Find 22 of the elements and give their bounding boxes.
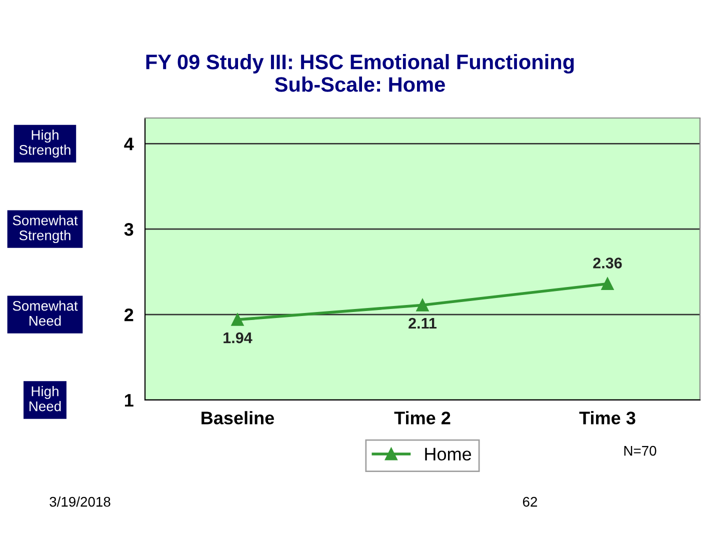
y-tick-label: 3 <box>124 223 134 236</box>
x-tick-label: Time 2 <box>394 411 450 424</box>
y-tick-label: 4 <box>124 138 134 150</box>
text: 62 <box>522 496 538 507</box>
data-label: 2.36 <box>593 258 622 268</box>
text: 3/19/2018 <box>50 496 110 507</box>
data-label: 1.94 <box>224 332 252 344</box>
x-tick-label: Baseline <box>202 411 274 424</box>
text: High Need <box>30 386 61 412</box>
text: High Strength <box>19 130 70 158</box>
data-label: 2.11 <box>408 318 437 329</box>
point <box>231 313 244 326</box>
text: Somewhat Strength <box>12 215 78 244</box>
chart-title: FY 09 Study III: HSC Emotional Functioning Sub-Scale: Home <box>146 54 574 92</box>
point <box>601 278 614 290</box>
y-tick-label: 2 <box>124 308 134 322</box>
x-tick-label: Time 3 <box>579 411 636 424</box>
y-tick-label: 1 <box>124 394 134 407</box>
point <box>416 298 429 312</box>
text: N=70 <box>624 446 656 456</box>
legend-label: Home <box>425 448 472 461</box>
text: Somewhat Need <box>12 300 78 326</box>
